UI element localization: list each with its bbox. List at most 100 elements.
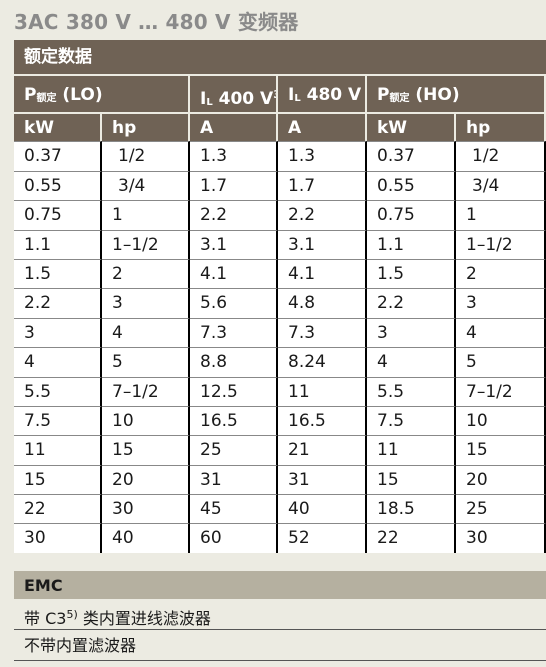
table-row: 4 5 8.8 8.24 4 5 (14, 347, 546, 377)
table-cell: 5.5 (367, 376, 456, 406)
table-cell: 3.1 (278, 229, 367, 259)
table-cell: 2.2 (278, 200, 367, 230)
table-cell: 40 (278, 494, 367, 524)
table-cell: 7–1/2 (456, 376, 546, 406)
table-cell: 8.24 (278, 347, 367, 377)
table-cell: 10 (102, 405, 190, 436)
emc-row-with-filter: 带 C35) 类内置进线滤波器 (14, 600, 546, 630)
table-cell: 11 (278, 376, 367, 406)
table-cell: 1.5 (367, 258, 456, 289)
table-cell: 0.37 (14, 141, 102, 171)
table-cell: 16.5 (190, 405, 278, 436)
table-cell: 1.7 (278, 170, 367, 201)
table-cell: 20 (102, 464, 190, 495)
unit-hp-lo: hp (102, 112, 190, 142)
table-cell: 22 (14, 494, 102, 524)
table-cell: 1.7 (190, 170, 278, 201)
table-cell: 45 (190, 494, 278, 524)
table-cell: 7–1/2 (102, 376, 190, 406)
table-row: 1.1 1–1/2 3.1 3.1 1.1 1–1/2 (14, 229, 546, 259)
table-cell: 22 (367, 523, 456, 553)
table-cell: 5 (456, 347, 546, 377)
table-row: 7.5 10 16.5 16.5 7.5 10 (14, 405, 546, 436)
table-row: 0.75 1 2.2 2.2 0.75 1 (14, 200, 546, 230)
unit-hp-ho: hp (456, 112, 546, 142)
table-cell: 11 (14, 435, 102, 465)
table-row: 30 40 60 52 22 30 (14, 523, 546, 553)
table-cell: 1–1/2 (102, 229, 190, 259)
table-cell: 25 (456, 494, 546, 524)
table-row: 3 4 7.3 7.3 3 4 (14, 317, 546, 348)
table-cell: 7.3 (278, 317, 367, 348)
table-cell: 31 (190, 464, 278, 495)
unit-a-480: A (278, 112, 367, 142)
table-cell: 18.5 (367, 494, 456, 524)
table-cell: 16.5 (278, 405, 367, 436)
table-cell: 3 (102, 288, 190, 318)
table-cell: 3 (367, 317, 456, 348)
table-cell: 0.55 (367, 170, 456, 201)
unit-kw-ho: kW (367, 112, 456, 142)
table-cell: 4.8 (278, 288, 367, 318)
table-cell: 15 (367, 464, 456, 495)
table-cell: 4 (456, 317, 546, 348)
table-cell: 1 (102, 200, 190, 230)
table-row: 22 30 45 40 18.5 25 (14, 494, 546, 524)
unit-a-400: A (190, 112, 278, 142)
table-cell: 4 (102, 317, 190, 348)
table-cell: 1–1/2 (456, 229, 546, 259)
table-cell: 3 (456, 288, 546, 318)
table-cell: 4 (367, 347, 456, 377)
table-cell: 5 (102, 347, 190, 377)
table-row: 0.37 1/2 1.3 1.3 0.37 1/2 (14, 141, 546, 171)
table-body: 0.37 1/2 1.3 1.3 0.37 1/2 0.55 3/4 1.7 1.7 0.55 3/4… (14, 141, 546, 553)
table-cell: 21 (278, 435, 367, 465)
table-row: 11 15 25 21 11 15 (14, 435, 546, 465)
table-cell: 7.5 (367, 405, 456, 436)
table-cell: 5.5 (14, 376, 102, 406)
table-cell: 15 (14, 464, 102, 495)
table-cell: 3 (14, 317, 102, 348)
table-cell: 52 (278, 523, 367, 553)
table-cell: 1.5 (14, 258, 102, 289)
table-cell: 31 (278, 464, 367, 495)
table-cell: 1/2 (102, 141, 190, 171)
table-row: 5.5 7–1/2 12.5 11 5.5 7–1/2 (14, 376, 546, 406)
table-cell: 1 (456, 200, 546, 230)
table-cell: 3/4 (102, 170, 190, 201)
table-cell: 40 (102, 523, 190, 553)
unit-kw-lo: kW (14, 112, 102, 142)
table-cell: 25 (190, 435, 278, 465)
table-row: 15 20 31 31 15 20 (14, 464, 546, 495)
header-p-rated-ho: P额定 (HO) (367, 76, 546, 112)
table-cell: 0.75 (367, 200, 456, 230)
table-units-row: kW hp A A kW hp (14, 112, 546, 142)
table-header-row: P额定 (LO) IL 400 V3) IL 480 V P额定 (HO) (14, 76, 546, 112)
table-cell: 60 (190, 523, 278, 553)
table-cell: 30 (14, 523, 102, 553)
table-cell: 30 (102, 494, 190, 524)
table-cell: 8.8 (190, 347, 278, 377)
table-cell: 3/4 (456, 170, 546, 201)
table-cell: 1/2 (456, 141, 546, 171)
table-cell: 2.2 (190, 200, 278, 230)
table-cell: 2 (102, 258, 190, 289)
table-cell: 3.1 (190, 229, 278, 259)
table-cell: 15 (102, 435, 190, 465)
table-cell: 4 (14, 347, 102, 377)
table-cell: 0.75 (14, 200, 102, 230)
header-il-480v: IL 480 V (278, 76, 367, 112)
table-cell: 2.2 (367, 288, 456, 318)
table-cell: 1.3 (190, 141, 278, 171)
table-cell: 5.6 (190, 288, 278, 318)
table-cell: 1.1 (367, 229, 456, 259)
table-cell: 15 (456, 435, 546, 465)
emc-row-without-filter: 不带内置滤波器 (14, 631, 546, 661)
table-cell: 1.1 (14, 229, 102, 259)
table-cell: 30 (456, 523, 546, 553)
table-cell: 4.1 (278, 258, 367, 289)
table-row: 2.2 3 5.6 4.8 2.2 3 (14, 288, 546, 318)
table-cell: 1.3 (278, 141, 367, 171)
rated-data-table: P额定 (LO) IL 400 V3) IL 480 V P额定 (HO) kW… (14, 76, 546, 553)
section-header-emc: EMC (14, 571, 546, 599)
